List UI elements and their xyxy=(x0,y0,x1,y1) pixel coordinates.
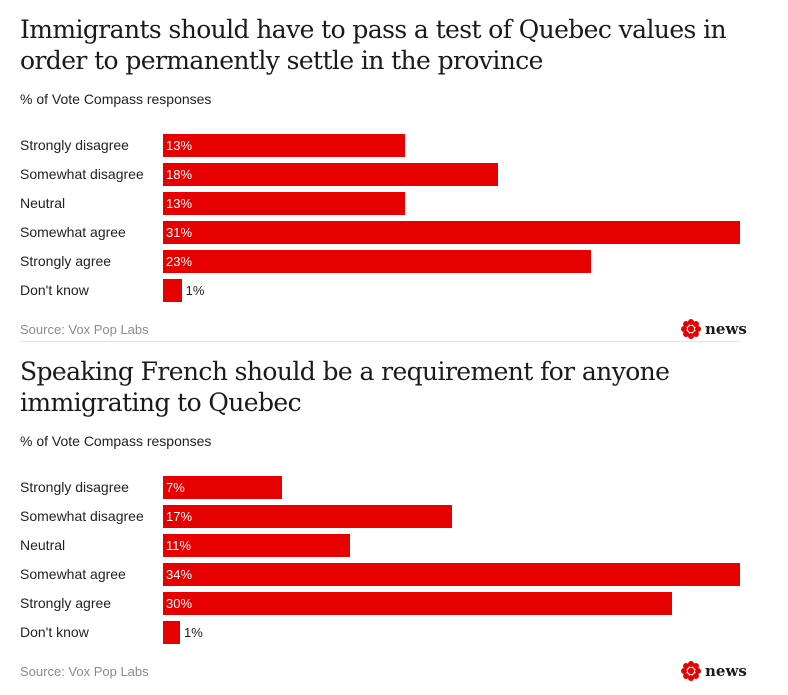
chart-title: Immigrants should have to pass a test of… xyxy=(20,15,727,75)
bar xyxy=(163,534,350,557)
category-label: Strongly disagree xyxy=(20,479,129,495)
data-label: 11% xyxy=(166,538,192,553)
data-label: 23% xyxy=(166,254,193,269)
source-note: Source: Vox Pop Labs xyxy=(20,664,149,679)
cbc-news-logo: news xyxy=(680,318,747,340)
data-label: 30% xyxy=(166,596,193,611)
data-label: 13% xyxy=(166,196,193,211)
bar xyxy=(163,250,592,273)
bar xyxy=(163,134,405,157)
chart-title: Speaking French should be a requirement … xyxy=(20,357,670,417)
cbc-gem-icon xyxy=(681,661,701,681)
category-label: Don't know xyxy=(20,282,89,298)
bar xyxy=(163,505,452,528)
category-label: Somewhat disagree xyxy=(20,166,144,182)
chart-subtitle: % of Vote Compass responses xyxy=(20,433,212,449)
category-label: Somewhat agree xyxy=(20,224,126,240)
bar xyxy=(163,621,180,644)
cbc-news-logo: news xyxy=(680,660,747,682)
data-label: 34% xyxy=(166,567,193,582)
chart-panel-1: Immigrants should have to pass a test of… xyxy=(0,0,788,340)
source-note: Source: Vox Pop Labs xyxy=(20,322,149,337)
data-label: 13% xyxy=(166,138,193,153)
bar xyxy=(163,476,282,499)
data-label: 1% xyxy=(183,625,203,640)
category-label: Somewhat agree xyxy=(20,566,126,582)
data-label: 7% xyxy=(166,480,185,495)
category-label: Strongly disagree xyxy=(20,137,129,153)
category-label: Neutral xyxy=(20,537,66,553)
category-label: Neutral xyxy=(20,195,66,211)
bar xyxy=(163,221,740,244)
category-label: Strongly agree xyxy=(20,253,112,269)
logo-text: news xyxy=(705,662,747,680)
bar xyxy=(163,592,673,615)
bar xyxy=(163,563,740,586)
bar xyxy=(163,192,405,215)
chart-panel-2: Speaking French should be a requirement … xyxy=(0,342,788,682)
panel-divider xyxy=(20,341,740,342)
data-label: 1% xyxy=(185,283,205,298)
logo-text: news xyxy=(705,320,747,338)
category-label: Don't know xyxy=(20,624,89,640)
data-label: 31% xyxy=(166,225,193,240)
data-label: 18% xyxy=(166,167,193,182)
cbc-gem-icon xyxy=(681,319,701,339)
category-label: Somewhat disagree xyxy=(20,508,144,524)
bar xyxy=(163,279,182,302)
chart-subtitle: % of Vote Compass responses xyxy=(20,91,212,107)
bar xyxy=(163,163,499,186)
category-label: Strongly agree xyxy=(20,595,112,611)
data-label: 17% xyxy=(166,509,193,524)
